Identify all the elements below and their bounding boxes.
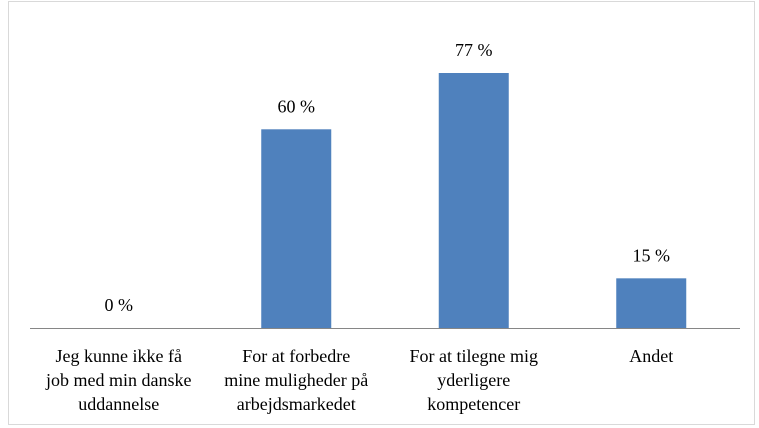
data-label: 77 %: [455, 40, 493, 60]
x-tick-label: For at tilegne mig yderligere kompetence…: [409, 346, 538, 414]
bar: [438, 73, 509, 328]
bar: [261, 129, 332, 328]
chart-frame: [8, 1, 755, 425]
bar: [616, 278, 687, 328]
x-tick-label: For at forbedre mine muligheder på arbej…: [224, 346, 369, 414]
data-label: 15 %: [633, 245, 671, 265]
data-label: 0 %: [105, 295, 134, 315]
x-tick-label: Andet: [629, 346, 674, 366]
x-tick-label: Jeg kunne ikke få job med min danske udd…: [46, 346, 192, 414]
data-label: 60 %: [278, 96, 316, 116]
